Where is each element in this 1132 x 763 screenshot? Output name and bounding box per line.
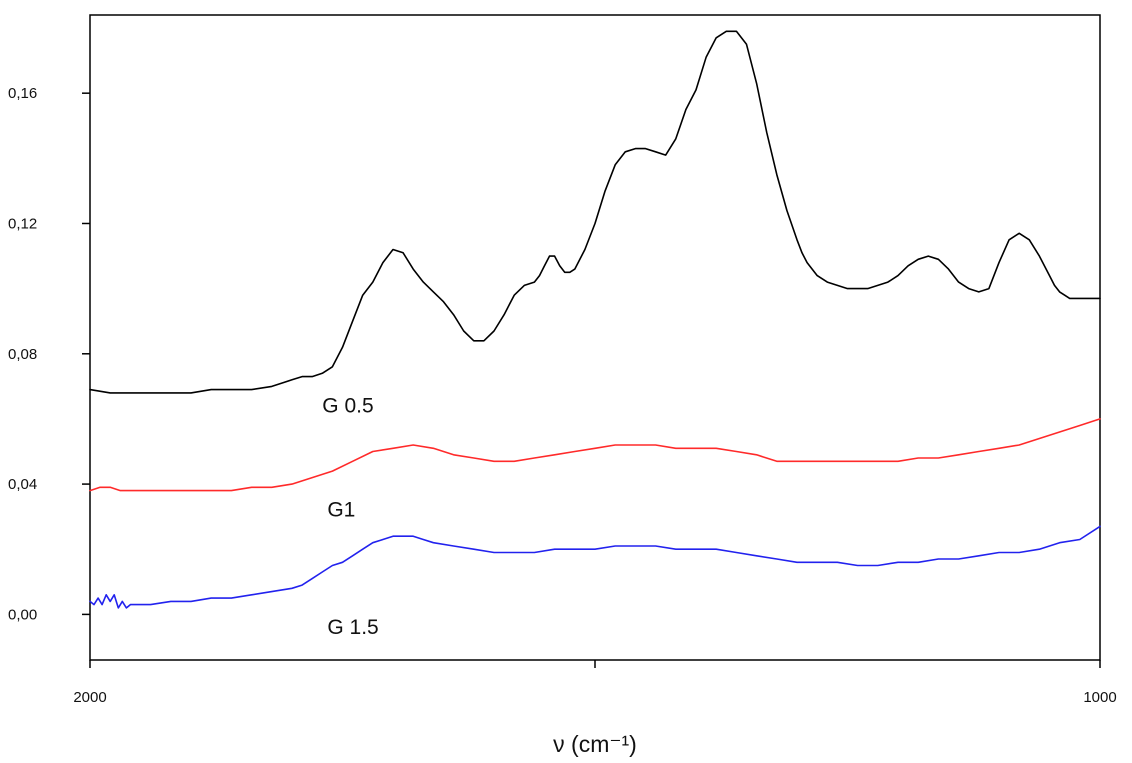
- y-tick-label: 0,12: [8, 215, 37, 232]
- x-axis: 2000 1000: [73, 660, 1117, 706]
- series-lines: [89, 30, 1101, 609]
- y-tick-label: 0,00: [8, 606, 37, 623]
- plot-frame: [89, 14, 1101, 661]
- y-axis: 0,00 0,04 0,08 0,12 0,16: [8, 85, 90, 623]
- series-label: G 1.5: [327, 616, 378, 639]
- series-label: G 0.5: [322, 394, 373, 417]
- x-tick-label: 1000: [1083, 689, 1116, 706]
- x-axis-title: ν (cm⁻¹): [553, 731, 637, 757]
- x-tick-label: 2000: [73, 689, 106, 706]
- series-line: [89, 30, 1101, 394]
- series-line: [89, 418, 1101, 492]
- y-tick-label: 0,16: [8, 85, 37, 102]
- series-line: [89, 525, 1101, 609]
- series-labels: G 0.5 G1 G 1.5: [322, 394, 378, 639]
- y-tick-label: 0,04: [8, 476, 37, 493]
- y-tick-label: 0,08: [8, 346, 37, 363]
- series-label: G1: [327, 499, 355, 522]
